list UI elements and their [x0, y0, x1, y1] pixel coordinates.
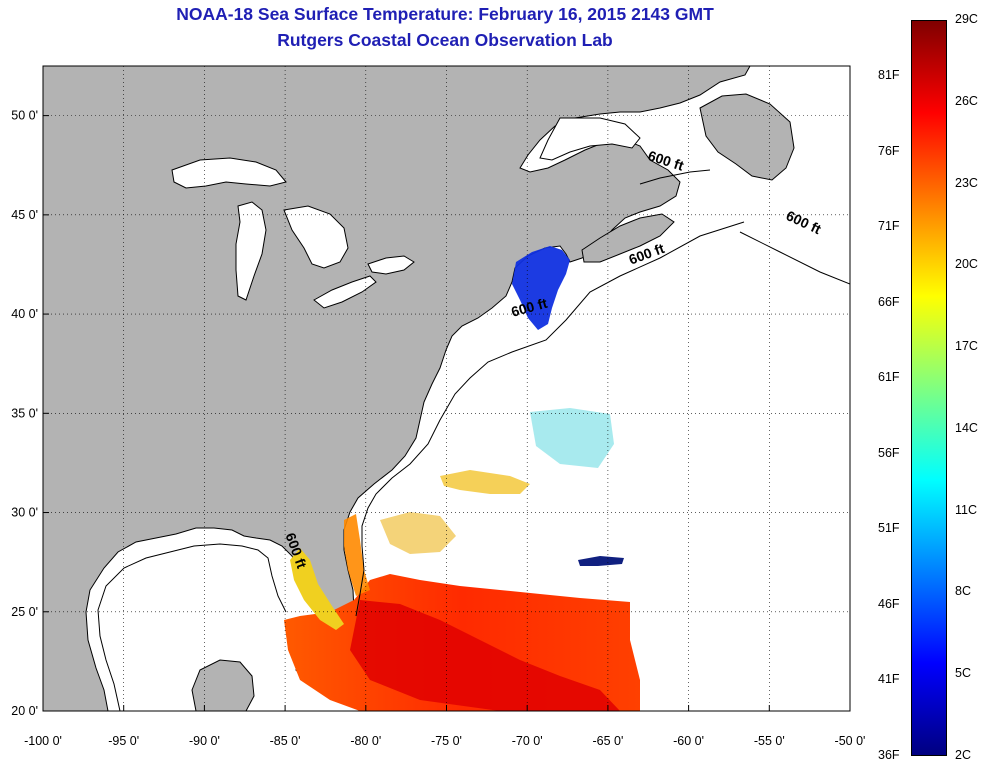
colorbar-celsius-label: 8C — [955, 584, 971, 599]
y-tick-label: 45 0' — [11, 208, 38, 222]
sst-offshore-cyan-patch — [530, 408, 614, 468]
colorbar-fahrenheit-label: 56F — [878, 445, 900, 460]
colorbar-fahrenheit-label: 46F — [878, 596, 900, 611]
colorbar-celsius-label: 2C — [955, 748, 971, 762]
y-tick-label: 20 0' — [11, 704, 38, 718]
sst-southeast-patch — [380, 512, 456, 554]
colorbar-celsius-label: 5C — [955, 666, 971, 681]
colorbar-celsius-label: 11C — [955, 502, 978, 517]
colorbar-fahrenheit-label: 51F — [878, 521, 900, 536]
x-tick-label: -80 0' — [350, 734, 381, 748]
x-tick-label: -70 0' — [512, 734, 543, 748]
colorbar-celsius-label: 14C — [955, 420, 978, 435]
sst-bahamas-deep-red — [350, 600, 620, 711]
colorbar-fahrenheit-label: 66F — [878, 294, 900, 309]
colorbar-celsius-label: 20C — [955, 257, 978, 272]
x-tick-label: -85 0' — [270, 734, 301, 748]
x-tick-label: -90 0' — [189, 734, 220, 748]
y-tick-label: 25 0' — [11, 605, 38, 619]
sst-gulf-of-maine-cold — [512, 246, 570, 330]
x-tick-label: -60 0' — [673, 734, 704, 748]
x-tick-label: -55 0' — [754, 734, 785, 748]
colorbar-fahrenheit-label: 36F — [878, 748, 900, 762]
colorbar-fahrenheit-label: 61F — [878, 370, 900, 385]
x-tick-label: -95 0' — [108, 734, 139, 748]
y-tick-label: 35 0' — [11, 406, 38, 420]
north-america-land — [43, 66, 751, 711]
x-tick-label: -75 0' — [431, 734, 462, 748]
colorbar-fahrenheit-label: 41F — [878, 672, 900, 687]
y-tick-label: 40 0' — [11, 307, 38, 321]
colorbar-celsius-label: 23C — [955, 175, 978, 190]
grid-lines — [42, 66, 851, 712]
latitude-ticks: 20 0' 25 0' 30 0' 35 0' 40 0' 45 0' 50 0' — [11, 109, 49, 718]
x-tick-label: -100 0' — [24, 734, 62, 748]
map-title: NOAA-18 Sea Surface Temperature: Februar… — [176, 4, 714, 24]
colorbar-celsius-label: 29C — [955, 12, 978, 26]
colorbar-fahrenheit-label: 71F — [878, 219, 900, 234]
map-subtitle: Rutgers Coastal Ocean Observation Lab — [277, 30, 613, 50]
lake-superior — [171, 157, 287, 189]
colorbar-celsius-label: 17C — [955, 339, 978, 354]
y-tick-label: 30 0' — [11, 506, 38, 520]
colorbar-fahrenheit-label: 76F — [878, 143, 900, 158]
sst-mid-atlantic-patch — [440, 470, 530, 494]
x-tick-label: -50 0' — [835, 734, 866, 748]
colorbar-celsius-label: 26C — [955, 93, 978, 108]
lake-ontario — [367, 255, 415, 275]
gulf-of-st-lawrence — [539, 117, 641, 161]
lake-erie — [313, 275, 377, 309]
sst-florida-west-shelf — [290, 548, 344, 630]
temperature-colorbar — [911, 20, 947, 756]
colorbar-fahrenheit-label: 81F — [878, 68, 900, 82]
sst-east-blue-streak — [578, 556, 624, 566]
x-tick-label: -65 0' — [592, 734, 623, 748]
lake-huron — [283, 205, 349, 269]
nova-scotia-land — [581, 213, 675, 263]
longitude-ticks: -100 0' -95 0' -90 0' -85 0' -80 0' -75 0' -70… — [24, 705, 865, 748]
yucatan-land — [191, 659, 255, 711]
lake-michigan — [235, 201, 267, 301]
depth-contour-600ft — [97, 169, 850, 711]
y-tick-label: 50 0' — [11, 109, 38, 123]
